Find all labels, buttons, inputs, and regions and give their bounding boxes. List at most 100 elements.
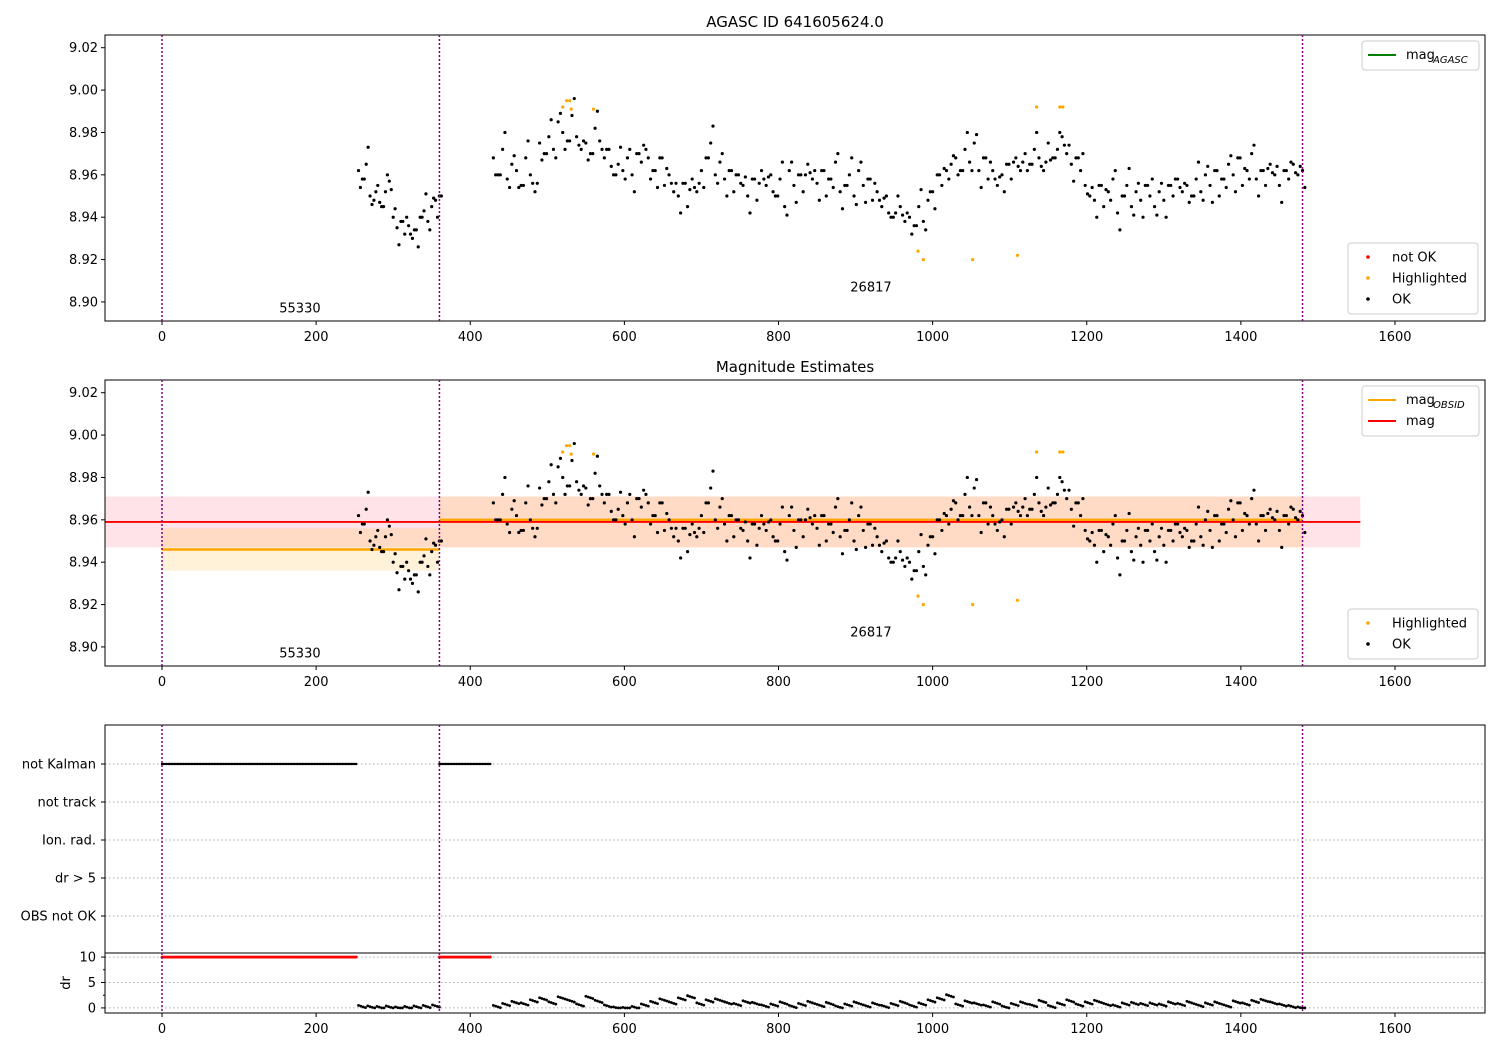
ok-point xyxy=(605,492,609,496)
ok-point xyxy=(503,475,507,480)
ok-point xyxy=(1011,160,1016,164)
ok-point xyxy=(1261,168,1265,173)
ok-point xyxy=(439,194,443,198)
ok-point xyxy=(416,245,420,249)
dr-point xyxy=(998,1002,1002,1006)
dr-point xyxy=(1160,1003,1163,1007)
ok-point xyxy=(602,156,606,160)
ok-point xyxy=(1238,156,1242,160)
dr-point xyxy=(549,1001,553,1004)
ok-point xyxy=(722,177,727,181)
ok-point xyxy=(651,168,655,173)
ok-point xyxy=(1065,152,1069,156)
ok-point xyxy=(366,490,370,494)
ok-point xyxy=(1025,513,1030,518)
ok-point xyxy=(630,518,634,522)
dr-point xyxy=(854,1001,858,1004)
ok-point xyxy=(356,168,361,173)
ok-point xyxy=(998,175,1002,179)
ok-point xyxy=(676,539,680,543)
ok-point xyxy=(868,522,872,526)
ok-point xyxy=(882,196,886,200)
ok-point xyxy=(428,228,432,232)
ok-point xyxy=(533,190,537,194)
ok-point xyxy=(1030,162,1034,166)
ok-point xyxy=(519,528,523,533)
ok-point xyxy=(961,513,965,518)
ok-point xyxy=(381,550,386,554)
ok-point xyxy=(1157,190,1161,194)
ok-point xyxy=(1134,190,1138,194)
ok-point xyxy=(521,528,526,533)
ok-point xyxy=(1233,535,1238,539)
dr-point xyxy=(501,1001,505,1005)
dr-point xyxy=(596,999,599,1003)
x-tick-label: 800 xyxy=(766,675,791,690)
ok-point xyxy=(806,162,810,166)
ok-point xyxy=(974,132,979,137)
dr-point xyxy=(755,1002,759,1006)
ok-point xyxy=(512,154,516,158)
dr-point xyxy=(901,1000,904,1004)
ok-point xyxy=(1002,535,1006,539)
dr-point xyxy=(1118,1005,1122,1009)
dr-point xyxy=(1019,1000,1022,1004)
ok-point xyxy=(1076,156,1080,160)
ok-point xyxy=(625,156,630,160)
ok-point xyxy=(1185,183,1189,188)
ok-point xyxy=(857,513,861,518)
ok-point xyxy=(720,497,724,501)
ok-point xyxy=(374,190,378,194)
ok-point xyxy=(722,522,727,526)
ok-point xyxy=(965,130,969,135)
dr-point xyxy=(1016,1004,1020,1008)
ok-point xyxy=(655,530,660,535)
ok-point xyxy=(574,480,579,484)
ok-point xyxy=(514,168,519,173)
dr-point xyxy=(850,1004,854,1008)
ok-point xyxy=(956,173,960,177)
dr-point xyxy=(1264,999,1267,1003)
ok-point xyxy=(662,528,667,533)
ok-point xyxy=(1220,177,1224,181)
y-tick-label: 9.02 xyxy=(69,41,98,56)
dr-point xyxy=(1173,1002,1177,1006)
dr-point xyxy=(589,996,592,1000)
ok-point xyxy=(699,168,704,173)
ok-point xyxy=(1178,185,1182,190)
ok-point xyxy=(376,528,380,533)
ok-point xyxy=(385,518,390,522)
dr-point xyxy=(924,1003,928,1007)
dr-point xyxy=(572,1000,576,1004)
ok-point xyxy=(1236,501,1240,505)
dr-point xyxy=(1259,997,1263,1001)
ok-point xyxy=(554,501,558,505)
ok-point xyxy=(961,168,965,173)
ok-point xyxy=(727,513,731,518)
ok-point xyxy=(1226,162,1231,166)
ok-point xyxy=(875,535,879,539)
y-tick-label: 8.92 xyxy=(69,253,98,268)
dr-point xyxy=(975,1002,978,1005)
dr-point xyxy=(1294,1006,1297,1010)
ok-point xyxy=(1032,147,1036,151)
dr-point xyxy=(995,1001,999,1005)
ok-point xyxy=(1259,513,1263,518)
ok-point xyxy=(898,550,902,554)
ok-point xyxy=(942,166,946,171)
ok-point xyxy=(704,156,708,160)
legend-bottom xyxy=(1347,608,1479,660)
ok-point xyxy=(393,207,397,211)
dr-point xyxy=(1227,1004,1230,1008)
ok-point xyxy=(820,168,824,173)
dr-point xyxy=(986,1004,990,1008)
dr-point xyxy=(940,997,944,1001)
dr-point xyxy=(704,998,708,1002)
ok-point xyxy=(1298,509,1302,513)
dr-point xyxy=(528,998,532,1002)
dr-point xyxy=(732,1001,736,1005)
dr-point xyxy=(1009,1001,1013,1005)
ok-point xyxy=(937,173,942,177)
ok-point xyxy=(716,181,720,185)
dr-tick-label: 10 xyxy=(79,951,96,966)
